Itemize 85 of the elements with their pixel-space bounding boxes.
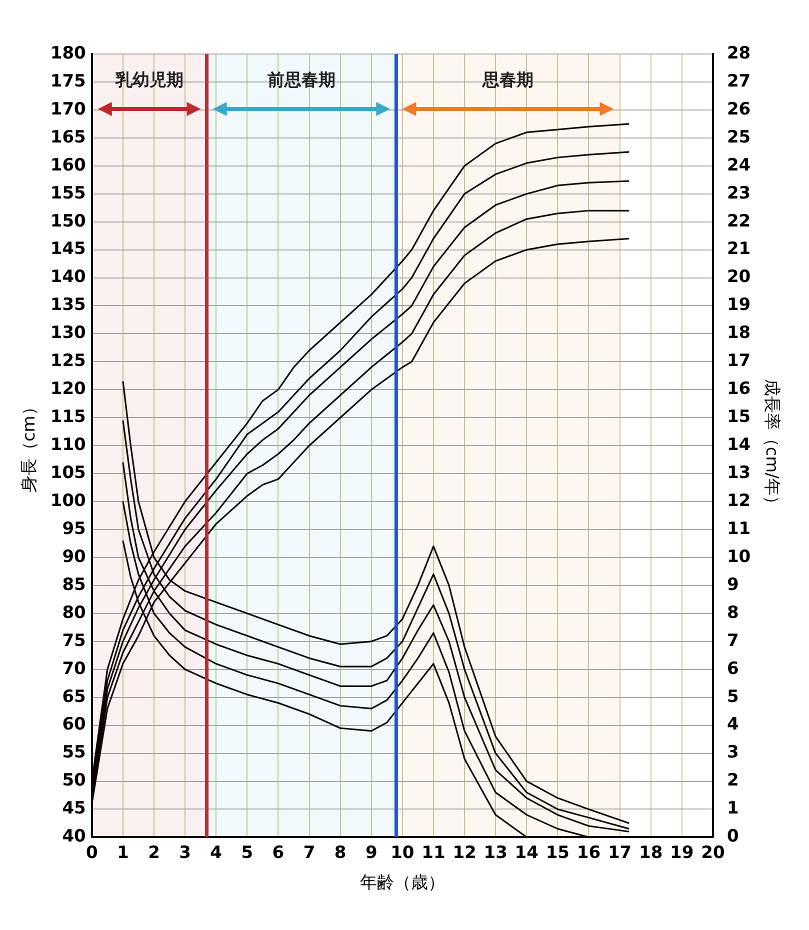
x-tick-label: 4 <box>210 842 222 863</box>
y2-tick-label: 23 <box>726 183 751 204</box>
y-tick-label: 70 <box>62 658 86 679</box>
y2-tick-label: 12 <box>726 490 751 511</box>
x-tick-label: 1 <box>117 842 129 863</box>
y-axis-title: 身長（cm） <box>20 398 40 493</box>
y-tick-label: 140 <box>50 267 86 288</box>
x-axis-title: 年齢（歳） <box>360 873 445 894</box>
x-tick-label: 11 <box>422 842 446 863</box>
y2-tick-label: 14 <box>726 435 751 456</box>
band-label: 乳幼児期 <box>114 70 184 90</box>
y2-tick-label: 0 <box>726 826 739 847</box>
y2-tick-label: 13 <box>726 462 751 483</box>
y2-tick-label: 5 <box>726 686 739 707</box>
y-tick-label: 95 <box>62 518 86 539</box>
y2-tick-label: 3 <box>726 742 739 763</box>
x-tick-label: 5 <box>241 842 254 863</box>
x-tick-label: 8 <box>334 842 346 863</box>
y2-axis-title: 成長率（cm/年） <box>761 378 782 512</box>
y-tick-label: 100 <box>50 490 86 511</box>
x-tick-label: 19 <box>670 842 694 863</box>
y2-tick-label: 20 <box>726 267 751 288</box>
y-tick-label: 90 <box>62 546 86 567</box>
y-tick-label: 75 <box>62 630 86 651</box>
band-label: 前思春期 <box>266 70 336 90</box>
y2-tick-label: 26 <box>726 99 751 120</box>
y-tick-label: 145 <box>50 239 86 260</box>
x-tick-label: 15 <box>546 842 570 863</box>
y-tick-label: 110 <box>50 435 86 456</box>
x-tick-label: 13 <box>484 842 508 863</box>
y2-tick-label: 18 <box>726 323 751 344</box>
x-tick-label: 0 <box>86 842 98 863</box>
y2-tick-label: 8 <box>726 602 739 623</box>
y2-tick-label: 27 <box>726 71 751 92</box>
y2-tick-label: 4 <box>726 714 739 735</box>
y-tick-label: 180 <box>50 43 86 64</box>
y-tick-label: 40 <box>62 826 86 847</box>
y2-tick-label: 7 <box>726 630 739 651</box>
y2-tick-label: 2 <box>726 770 739 791</box>
y-tick-label: 170 <box>50 99 86 120</box>
y2-tick-label: 10 <box>726 546 751 567</box>
x-tick-label: 3 <box>179 842 191 863</box>
x-tick-label: 9 <box>365 842 378 863</box>
y2-tick-label: 11 <box>726 518 751 539</box>
y-tick-label: 160 <box>50 155 86 176</box>
y-tick-label: 175 <box>50 71 86 92</box>
y-tick-label: 165 <box>50 127 86 148</box>
y-tick-label: 50 <box>62 770 86 791</box>
x-tick-label: 6 <box>272 842 284 863</box>
y2-tick-label: 24 <box>726 155 751 176</box>
x-tick-label: 2 <box>148 842 160 863</box>
y2-tick-label: 1 <box>726 798 739 819</box>
x-tick-label: 20 <box>701 842 725 863</box>
y-tick-label: 45 <box>62 798 86 819</box>
band-label: 思春期 <box>481 70 534 90</box>
x-tick-label: 14 <box>514 842 539 863</box>
y-tick-label: 55 <box>62 742 86 763</box>
x-tick-label: 10 <box>390 842 414 863</box>
y2-tick-label: 15 <box>726 407 751 428</box>
y-tick-label: 80 <box>62 602 86 623</box>
y2-tick-label: 16 <box>726 379 751 400</box>
x-tick-label: 16 <box>576 842 601 863</box>
y2-tick-label: 9 <box>726 574 739 595</box>
y-tick-label: 85 <box>62 574 86 595</box>
y-tick-label: 115 <box>50 407 86 428</box>
y2-tick-label: 17 <box>726 351 751 372</box>
y-tick-label: 155 <box>50 183 86 204</box>
y2-tick-label: 19 <box>726 295 751 316</box>
x-tick-label: 18 <box>639 842 663 863</box>
y-tick-label: 60 <box>62 714 86 735</box>
y-tick-label: 120 <box>50 379 86 400</box>
x-tick-label: 17 <box>608 842 632 863</box>
y2-tick-label: 6 <box>726 658 739 679</box>
x-tick-label: 7 <box>303 842 316 863</box>
y-tick-label: 135 <box>50 295 86 316</box>
y-tick-label: 150 <box>50 211 86 232</box>
y-tick-label: 130 <box>50 323 86 344</box>
y2-tick-label: 21 <box>726 239 751 260</box>
y2-tick-label: 22 <box>726 211 751 232</box>
y2-tick-label: 28 <box>726 43 751 64</box>
y2-tick-label: 25 <box>726 127 751 148</box>
y-tick-label: 105 <box>50 462 86 483</box>
x-tick-label: 12 <box>452 842 476 863</box>
y-tick-label: 65 <box>62 686 86 707</box>
y-tick-label: 125 <box>50 351 86 372</box>
